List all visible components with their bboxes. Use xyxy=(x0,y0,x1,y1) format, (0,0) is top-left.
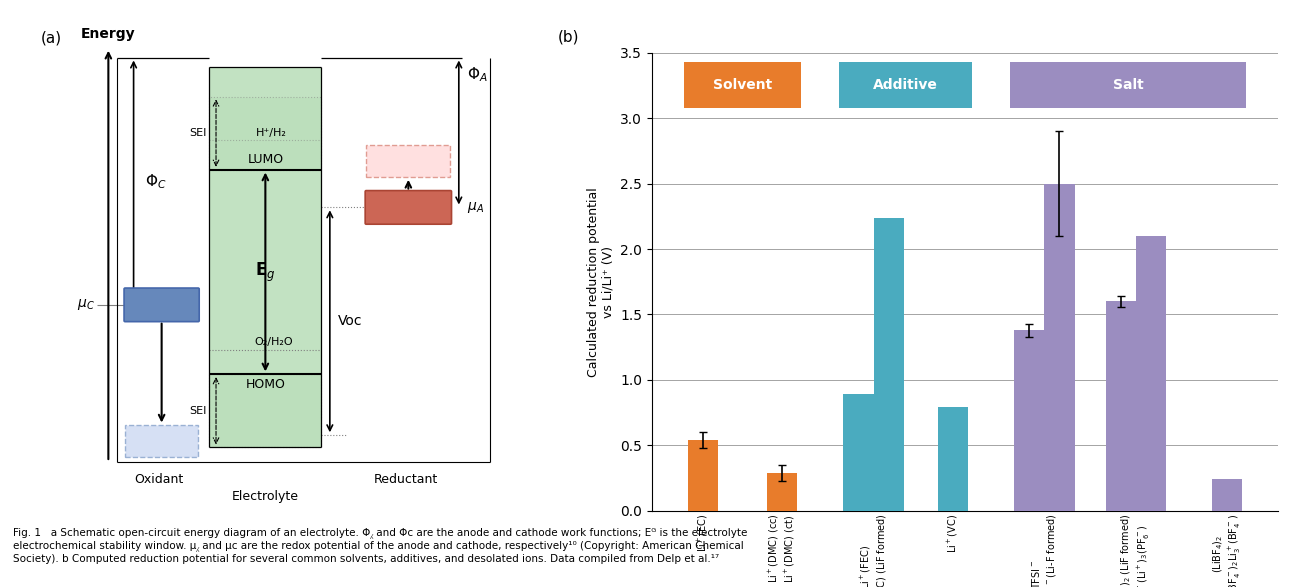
Text: Anode: Anode xyxy=(386,201,430,214)
Bar xyxy=(209,68,322,447)
Text: Fig. 1   a Schematic open-circuit energy diagram of an electrolyte. Φ⁁ and Φᴄ ar: Fig. 1 a Schematic open-circuit energy d… xyxy=(13,528,747,564)
Text: $\mu_A$: $\mu_A$ xyxy=(467,200,484,215)
Bar xyxy=(209,96,322,170)
Text: E$_g$: E$_g$ xyxy=(256,261,275,284)
Text: H⁺/H₂: H⁺/H₂ xyxy=(256,128,287,138)
Text: $\Phi_C$: $\Phi_C$ xyxy=(145,172,167,191)
Text: Oxidant: Oxidant xyxy=(134,473,184,485)
Bar xyxy=(687,440,719,511)
Bar xyxy=(844,394,874,511)
Text: SEI: SEI xyxy=(189,406,206,416)
Text: LUMO: LUMO xyxy=(248,153,283,166)
Bar xyxy=(683,62,802,108)
Text: $\Phi_A$: $\Phi_A$ xyxy=(467,65,488,83)
Bar xyxy=(125,426,198,457)
Bar xyxy=(1211,480,1243,511)
Text: Reductant: Reductant xyxy=(373,473,438,485)
Bar xyxy=(874,218,904,511)
Text: SEI: SEI xyxy=(189,128,206,138)
Text: Salt: Salt xyxy=(1112,78,1144,92)
Text: $\mu_C$: $\mu_C$ xyxy=(77,298,94,312)
Bar xyxy=(209,375,322,447)
Text: Electrolyte: Electrolyte xyxy=(232,490,299,502)
Text: (b): (b) xyxy=(558,30,579,45)
Text: (a): (a) xyxy=(42,31,63,46)
Y-axis label: Calculated reduction potential
vs Li/Li⁺ (V): Calculated reduction potential vs Li/Li⁺… xyxy=(587,187,614,377)
Bar xyxy=(840,62,971,108)
Bar xyxy=(938,407,968,511)
Bar xyxy=(1045,184,1074,511)
Bar xyxy=(1136,236,1166,511)
FancyBboxPatch shape xyxy=(124,288,200,322)
Text: HOMO: HOMO xyxy=(245,378,286,391)
Text: Energy: Energy xyxy=(81,26,136,41)
Text: Cathode: Cathode xyxy=(133,298,190,311)
Text: Additive: Additive xyxy=(874,78,938,92)
Text: Solvent: Solvent xyxy=(713,78,772,92)
Bar xyxy=(1015,330,1045,511)
FancyBboxPatch shape xyxy=(365,191,451,224)
Bar xyxy=(1011,62,1247,108)
Bar xyxy=(366,145,450,177)
Text: Voc: Voc xyxy=(338,314,363,328)
Bar xyxy=(1106,301,1136,511)
Bar xyxy=(767,473,797,511)
Text: O₂/H₂O: O₂/H₂O xyxy=(254,338,293,348)
